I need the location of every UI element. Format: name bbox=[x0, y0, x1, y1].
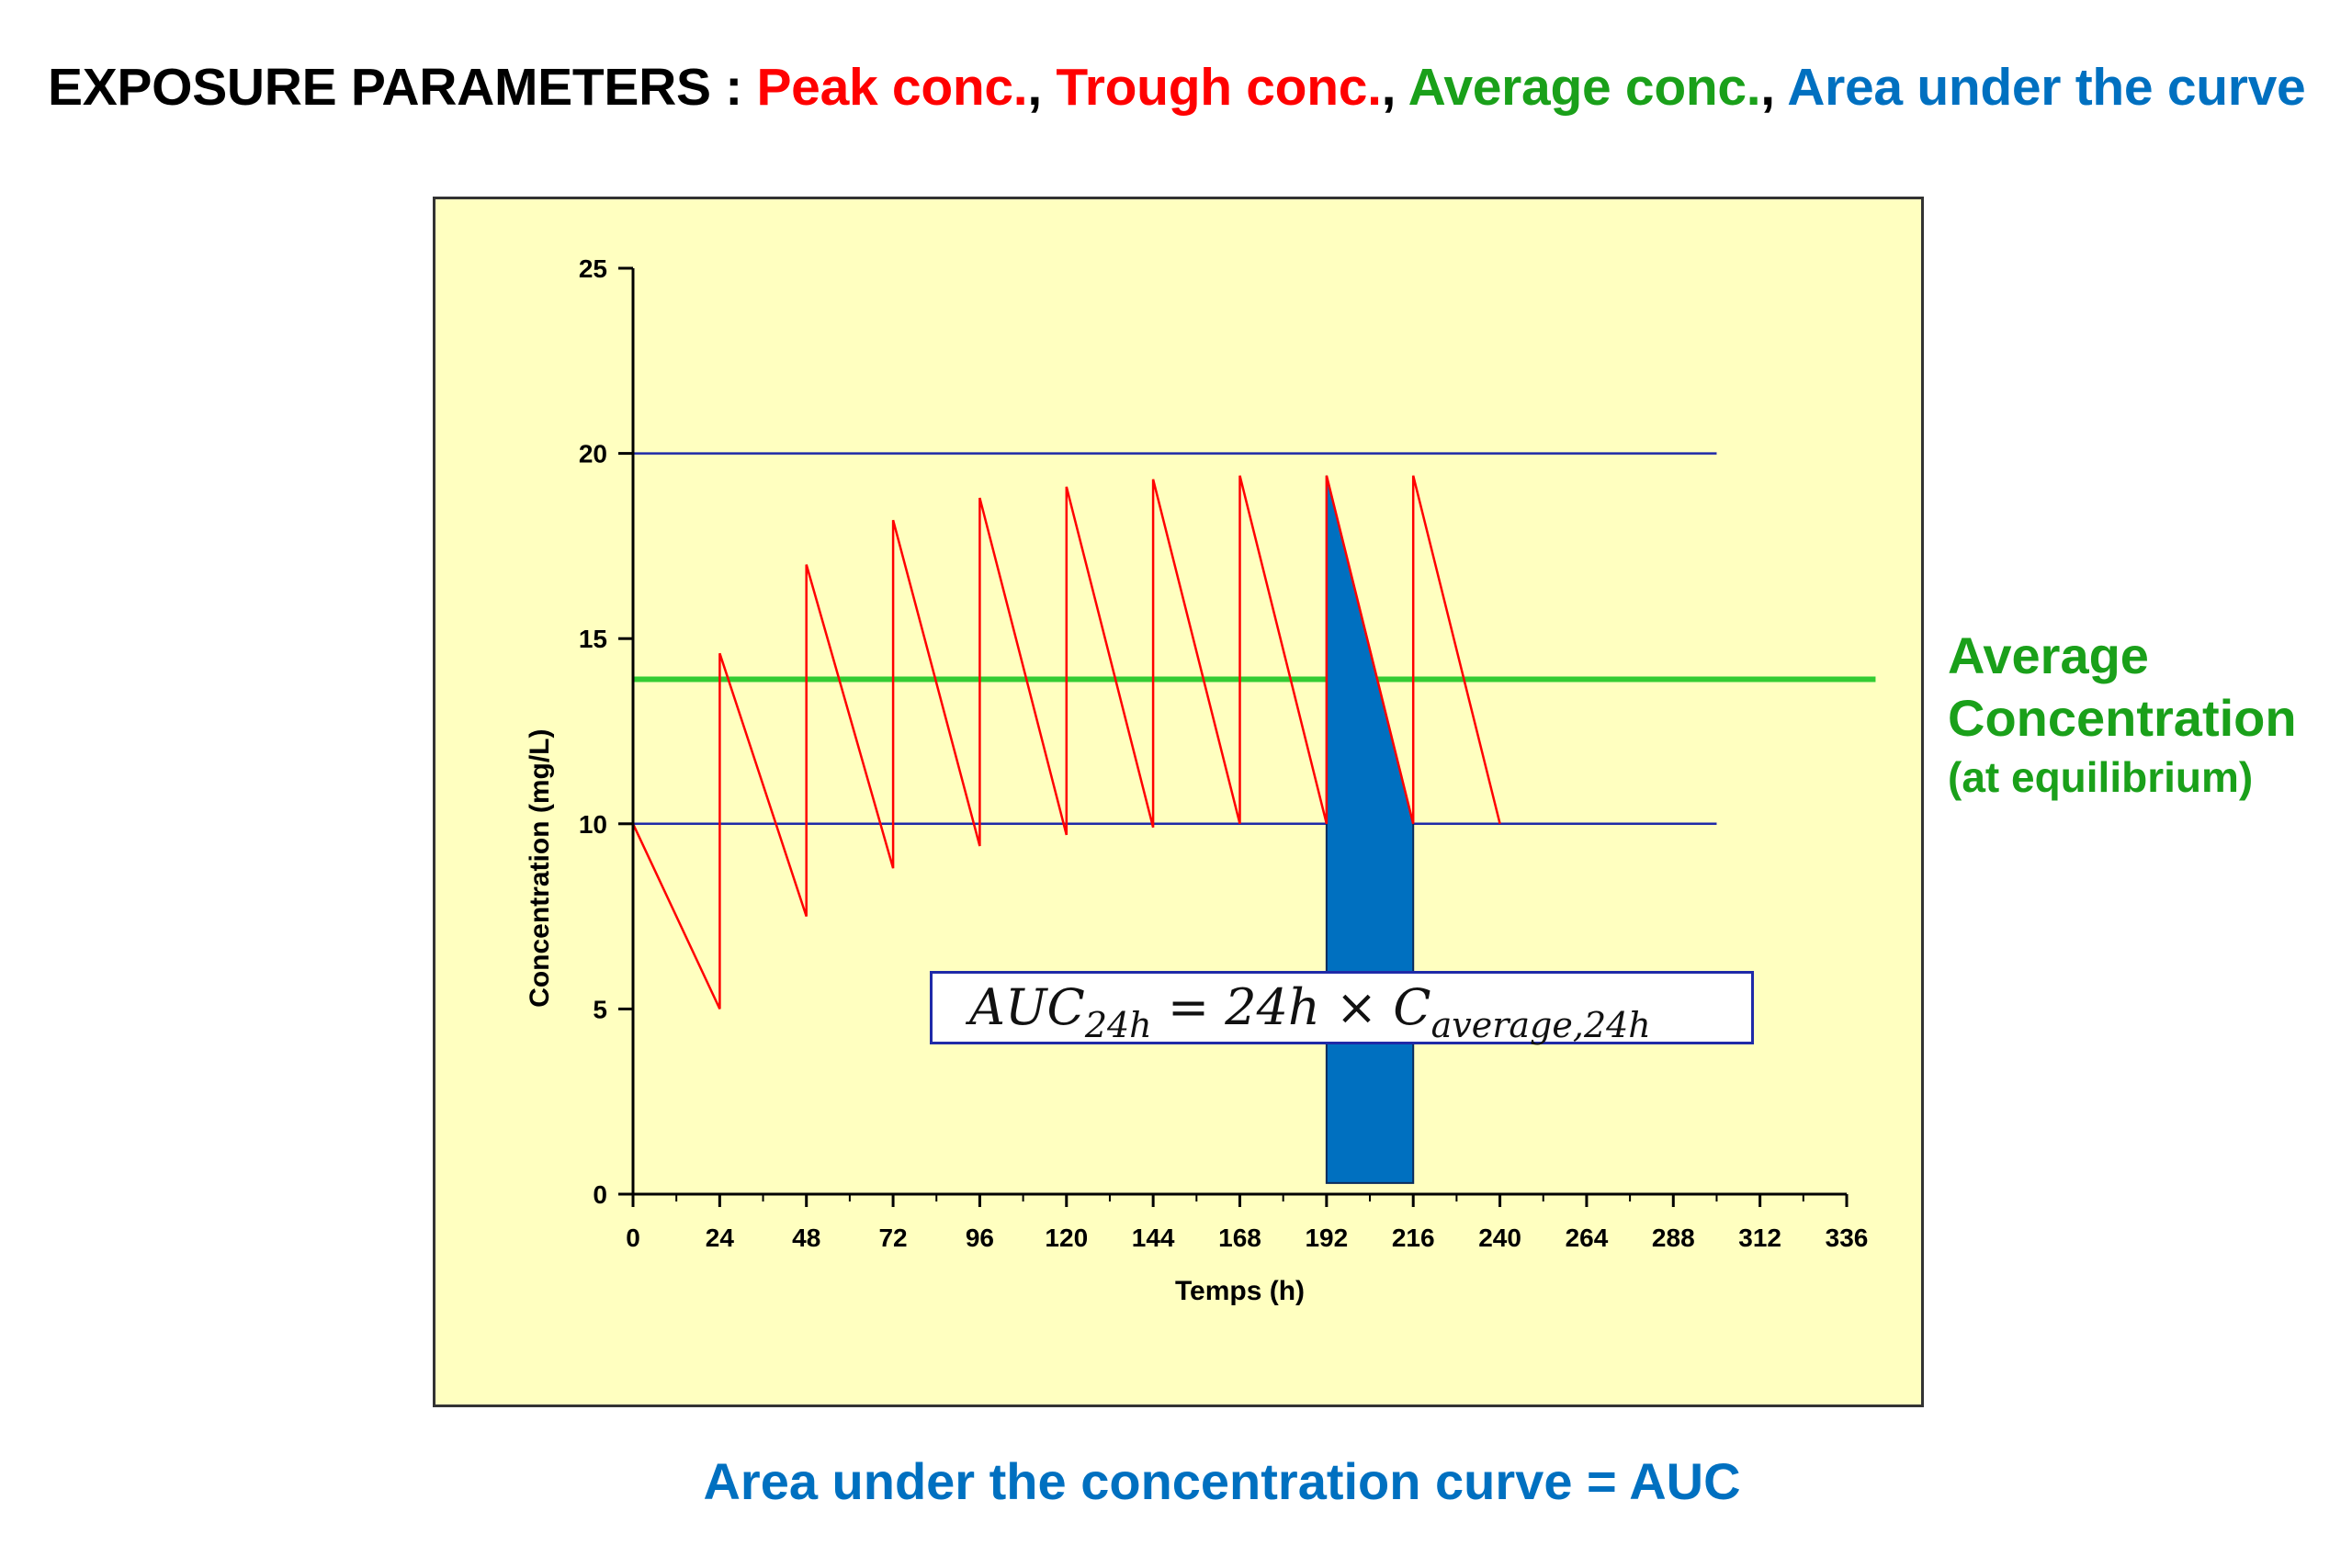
y-tick-label: 15 bbox=[579, 625, 607, 653]
title-auc: Area under the curve bbox=[1787, 58, 2306, 117]
x-tick-label: 168 bbox=[1218, 1224, 1261, 1252]
x-tick-label: 240 bbox=[1478, 1224, 1521, 1252]
y-tick-label: 20 bbox=[579, 440, 607, 468]
side-label-line1: Average bbox=[1948, 626, 2149, 684]
y-axis-label: Concentration (mg/L) bbox=[525, 729, 555, 1008]
title-sep: , bbox=[1760, 58, 1775, 117]
auc-formula-box: AUC24h = 24h × Caverage,24h bbox=[930, 971, 1754, 1045]
x-axis-label: Temps (h) bbox=[1175, 1276, 1305, 1306]
footer-caption: Area under the concentration curve = AUC bbox=[703, 1452, 1741, 1510]
concentration-curve bbox=[631, 475, 1501, 1010]
formula-lhs: AUC bbox=[969, 978, 1085, 1036]
title-sep: , bbox=[1381, 58, 1396, 117]
x-tick-label: 24 bbox=[706, 1224, 735, 1252]
x-tick-label: 48 bbox=[792, 1224, 820, 1252]
y-tick-label: 0 bbox=[593, 1180, 607, 1209]
title-prefix: EXPOSURE PARAMETERS : bbox=[48, 58, 742, 117]
slide-title: EXPOSURE PARAMETERS : Peak conc., Trough… bbox=[48, 57, 2306, 118]
x-tick-label: 264 bbox=[1566, 1224, 1609, 1252]
x-tick-label: 120 bbox=[1045, 1224, 1088, 1252]
x-tick-label: 72 bbox=[878, 1224, 907, 1252]
x-tick-label: 288 bbox=[1652, 1224, 1695, 1252]
average-concentration-label: Average Concentration (at equilibrium) bbox=[1948, 625, 2297, 805]
x-tick-label: 144 bbox=[1132, 1224, 1175, 1252]
side-label-line3: (at equilibrium) bbox=[1948, 753, 2254, 801]
formula-rhs-sub: average,24h bbox=[1430, 1005, 1651, 1045]
auc-shaded-area bbox=[1325, 475, 1415, 1184]
title-sep: , bbox=[1027, 58, 1042, 117]
x-tick-label: 336 bbox=[1826, 1224, 1869, 1252]
x-tick-label: 312 bbox=[1738, 1224, 1781, 1252]
chart-frame bbox=[433, 197, 1924, 1407]
x-tick-label: 0 bbox=[626, 1224, 640, 1252]
y-tick-label: 10 bbox=[579, 810, 607, 839]
y-tick-label: 5 bbox=[593, 995, 607, 1023]
formula-mid: = 24h × C bbox=[1167, 978, 1431, 1036]
title-average: Average conc. bbox=[1408, 58, 1761, 117]
x-tick-label: 192 bbox=[1305, 1224, 1348, 1252]
title-trough: Trough conc. bbox=[1056, 58, 1382, 117]
x-tick-label: 216 bbox=[1392, 1224, 1435, 1252]
side-label-line2: Concentration bbox=[1948, 689, 2297, 747]
y-tick-label: 25 bbox=[579, 254, 607, 283]
formula-lhs-sub: 24h bbox=[1084, 1005, 1152, 1045]
x-tick-label: 96 bbox=[966, 1224, 994, 1252]
title-peak: Peak conc. bbox=[756, 58, 1028, 117]
